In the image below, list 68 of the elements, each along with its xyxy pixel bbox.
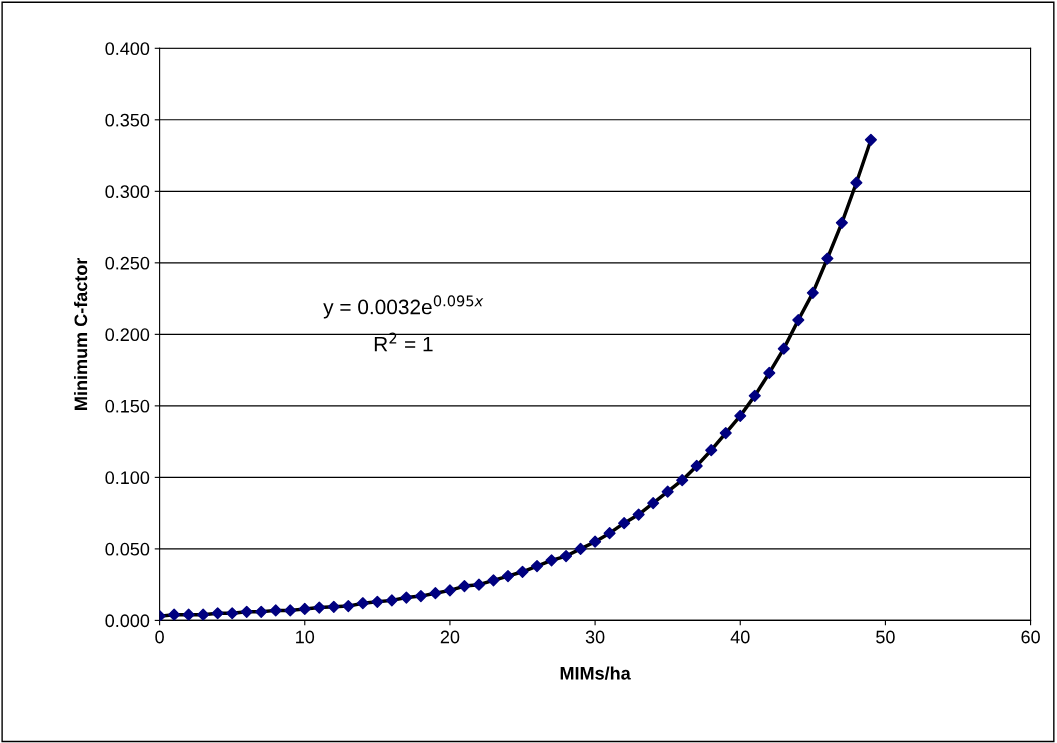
point xyxy=(850,176,863,189)
y-tick-label: 0.150 xyxy=(105,399,150,413)
point xyxy=(516,565,529,578)
point xyxy=(211,607,224,620)
y-tick-label: 0.400 xyxy=(105,42,150,56)
point xyxy=(734,409,747,422)
y-tick-label: 0.350 xyxy=(105,113,150,127)
x-axis-title: MIMs/ha xyxy=(560,666,631,680)
point xyxy=(661,485,674,498)
point xyxy=(589,535,602,548)
point xyxy=(371,595,384,608)
point xyxy=(458,580,471,593)
y-tick-label: 0.050 xyxy=(105,542,150,556)
point xyxy=(618,517,631,530)
point xyxy=(356,597,369,610)
point xyxy=(647,497,660,510)
point xyxy=(864,133,877,146)
point xyxy=(748,389,761,402)
x-tick-label: 60 xyxy=(1021,630,1040,644)
point xyxy=(777,342,790,355)
point xyxy=(429,587,442,600)
point xyxy=(240,605,253,618)
point xyxy=(298,602,311,616)
point xyxy=(313,601,326,614)
point xyxy=(821,252,834,265)
point xyxy=(443,584,457,597)
y-tick-label: 0.200 xyxy=(105,328,150,342)
point xyxy=(690,459,703,473)
point xyxy=(574,542,587,555)
point xyxy=(255,605,268,618)
annotation: y = 0.0032e$^{0.095x}$ xyxy=(323,295,484,319)
y-tick-label: 0.250 xyxy=(105,256,150,270)
x-tick-label: 50 xyxy=(876,630,895,644)
point xyxy=(414,590,427,603)
point xyxy=(385,594,398,607)
y-tick-label: 0.100 xyxy=(105,471,150,485)
point xyxy=(603,527,616,540)
point xyxy=(806,286,819,299)
point xyxy=(472,578,486,591)
point xyxy=(269,604,282,617)
point xyxy=(168,608,181,621)
x-tick-label: 30 xyxy=(585,630,605,644)
point xyxy=(719,426,732,440)
x-tick-label: 20 xyxy=(440,630,460,644)
point xyxy=(327,600,340,613)
point xyxy=(182,608,195,621)
point xyxy=(676,474,689,487)
x-tick-label: 0 xyxy=(155,630,164,644)
point xyxy=(632,508,645,521)
point xyxy=(705,444,718,457)
point xyxy=(284,604,297,617)
point xyxy=(792,313,805,327)
point xyxy=(530,559,544,573)
x-tick-label: 10 xyxy=(296,630,315,644)
point xyxy=(763,366,776,380)
y-tick-label: 0.000 xyxy=(105,614,150,628)
point xyxy=(545,554,558,567)
point xyxy=(342,600,355,613)
point xyxy=(226,607,239,620)
point xyxy=(559,549,573,563)
y-axis-title: Minimum C-factor xyxy=(73,257,88,410)
point xyxy=(197,608,210,621)
point xyxy=(835,216,848,229)
x-tick-label: 40 xyxy=(730,630,750,644)
point xyxy=(400,591,413,604)
point xyxy=(501,569,515,583)
y-tick-label: 0.300 xyxy=(105,185,150,199)
point xyxy=(487,574,500,587)
